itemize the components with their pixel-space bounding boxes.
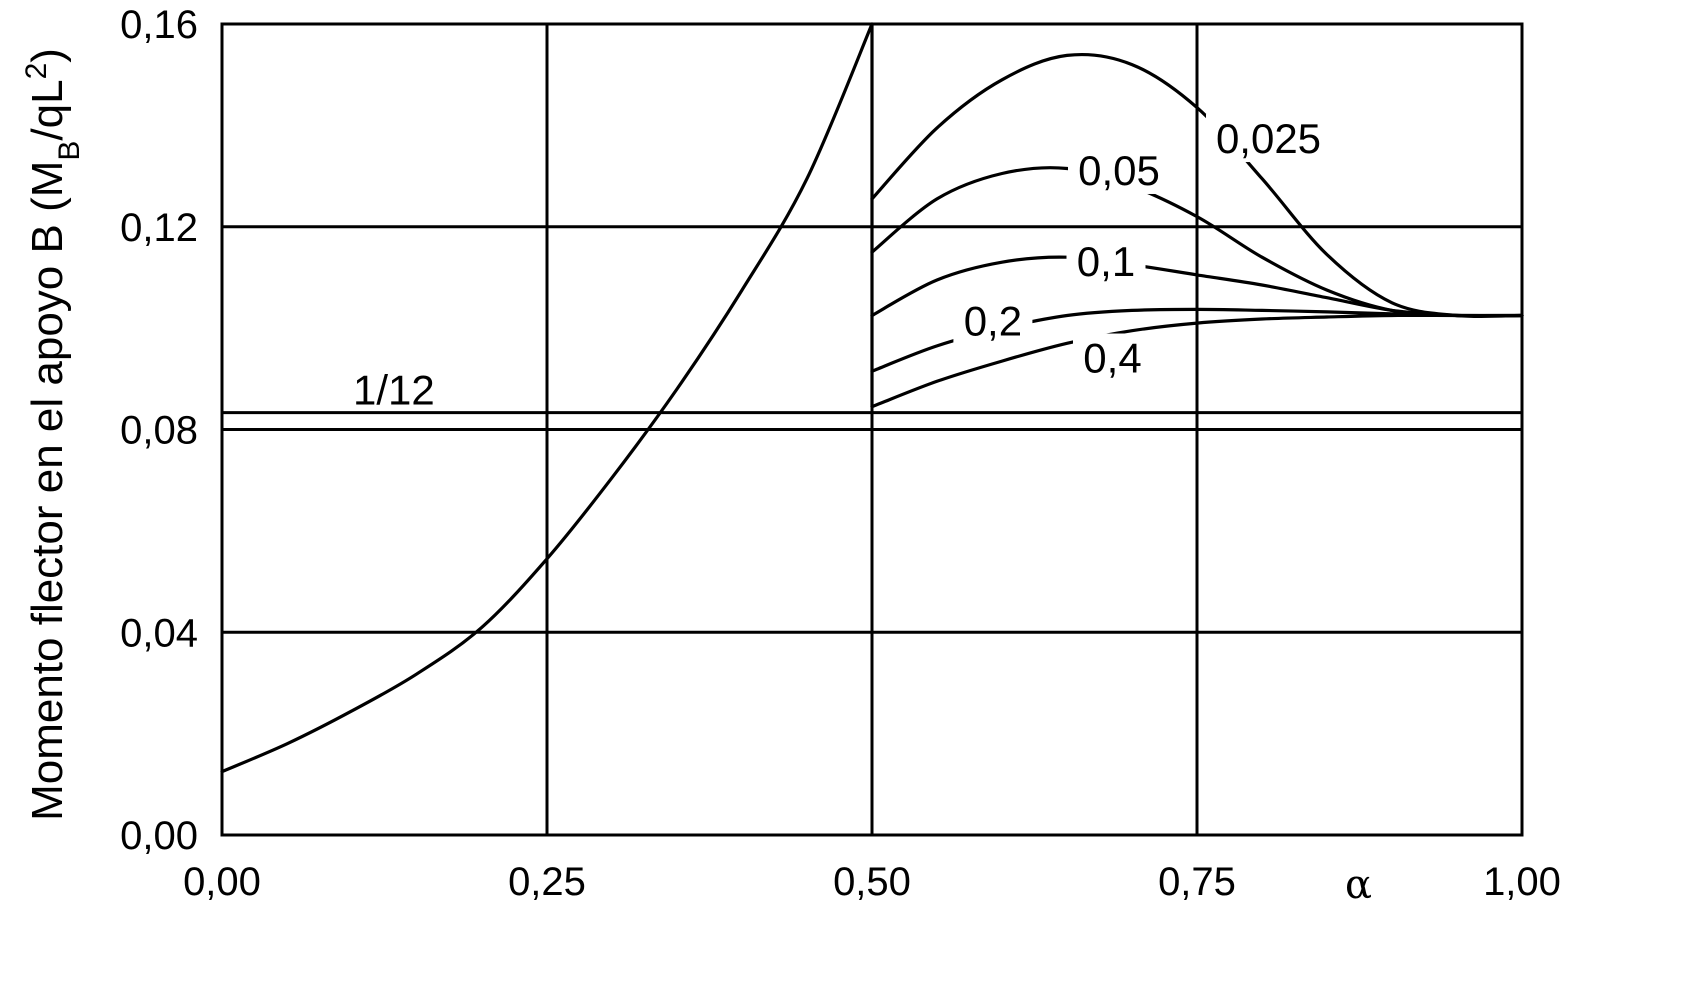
series-label-0-1: 0,1 [1077, 238, 1135, 285]
x-tick-label: 0,75 [1158, 860, 1236, 904]
y-tick-labels: 0,00 0,04 0,08 0,12 0,16 [120, 3, 198, 858]
x-tick-labels: 0,00 0,25 0,50 0,75 1,00 [183, 860, 1561, 904]
reference-line-group: 1/12 [222, 367, 1522, 415]
series-labels: 0,025 0,05 0,1 0,2 0,4 [953, 114, 1331, 382]
series-lines [220, 22, 1524, 774]
plot-frame [220, 22, 1524, 837]
series-label-0-025: 0,025 [1216, 115, 1321, 162]
series-line-0-4 [870, 313, 1524, 409]
x-tick-label: 1,00 [1483, 860, 1561, 904]
reference-line-label: 1/12 [353, 367, 435, 414]
y-tick-label: 0,04 [120, 611, 198, 655]
series-label-bg [953, 296, 1033, 345]
series-line-base [220, 22, 874, 774]
x-axis-label: α [1345, 862, 1372, 908]
series-label-bg [1068, 145, 1170, 194]
x-tick-label: 0,25 [508, 860, 586, 904]
y-tick-label: 0,16 [120, 3, 198, 47]
y-axis-label-mid: /qL [23, 79, 72, 140]
series-label-bg [1066, 237, 1146, 286]
series-line-0-1 [870, 255, 1524, 318]
series-line-0-025 [870, 52, 1524, 319]
y-axis-label: Momento flector en el apoyo B (MB/qL2) [20, 48, 86, 821]
y-tick-label: 0,12 [120, 206, 198, 250]
series-label-bg [1206, 114, 1331, 163]
series-label-0-2: 0,2 [964, 298, 1022, 345]
y-axis-label-sub: B [53, 141, 86, 161]
y-axis-label-main: Momento flector en el apoyo B (M [23, 161, 72, 821]
y-axis-label-end: ) [23, 48, 72, 63]
y-tick-label: 0,00 [120, 814, 198, 858]
y-axis-label-sup: 2 [20, 63, 53, 80]
series-label-bg [1073, 333, 1152, 382]
x-tick-label: 0,00 [183, 860, 261, 904]
series-label-0-05: 0,05 [1078, 147, 1160, 194]
x-tick-label: 0,50 [833, 860, 911, 904]
y-tick-label: 0,08 [120, 409, 198, 453]
series-label-0-4: 0,4 [1083, 335, 1141, 382]
